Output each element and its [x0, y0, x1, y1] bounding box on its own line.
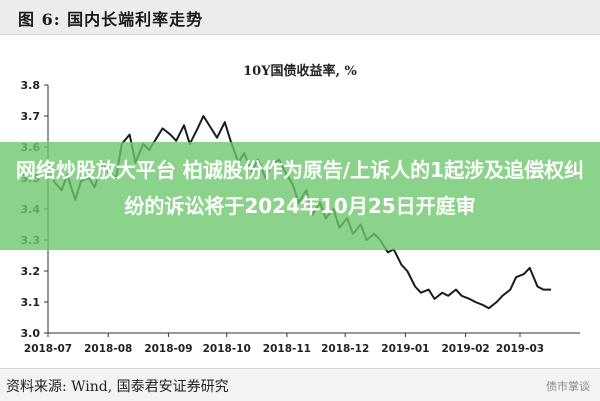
x-tick-label: 2018-11: [263, 343, 311, 355]
overlay-banner-text[interactable]: 网络炒股放大平台 柏诚股份作为原告/上诉人的1起涉及追偿权纠纷的诉讼将于2024…: [15, 158, 585, 218]
figure-footer: 资料来源: Wind, 国泰君安证券研究 债市掌谈: [0, 368, 600, 401]
y-tick-label: 3.2: [21, 265, 41, 278]
y-tick-label: 3.7: [21, 110, 41, 123]
x-tick-label: 2019-02: [442, 343, 490, 355]
y-tick-label: 3.8: [21, 79, 41, 92]
x-tick-label: 2018-09: [144, 343, 192, 355]
y-tick-label: 3.0: [21, 327, 41, 340]
y-tick-label: 3.1: [21, 296, 41, 309]
chart-title: 10Y国债收益率, %: [243, 64, 357, 79]
figure-header: 图 6: 国内长端利率走势: [0, 0, 600, 35]
x-tick-label: 2018-07: [24, 343, 72, 355]
figure-title: 图 6: 国内长端利率走势: [18, 10, 204, 29]
x-tick-label: 2019-03: [496, 343, 544, 355]
watermark-logo: 债市掌谈: [546, 380, 590, 393]
data-source: 资料来源: Wind, 国泰君安证券研究: [6, 379, 229, 395]
x-tick-label: 2018-08: [84, 343, 132, 355]
overlay-banner[interactable]: [0, 142, 600, 250]
x-axis-ticks: 2018-07 2018-08 2018-09 2018-10 2018-11 2018-…: [24, 333, 544, 355]
x-tick-label: 2018-10: [203, 343, 251, 355]
x-tick-label: 2019-01: [381, 343, 429, 355]
x-tick-label: 2018-12: [321, 343, 369, 355]
